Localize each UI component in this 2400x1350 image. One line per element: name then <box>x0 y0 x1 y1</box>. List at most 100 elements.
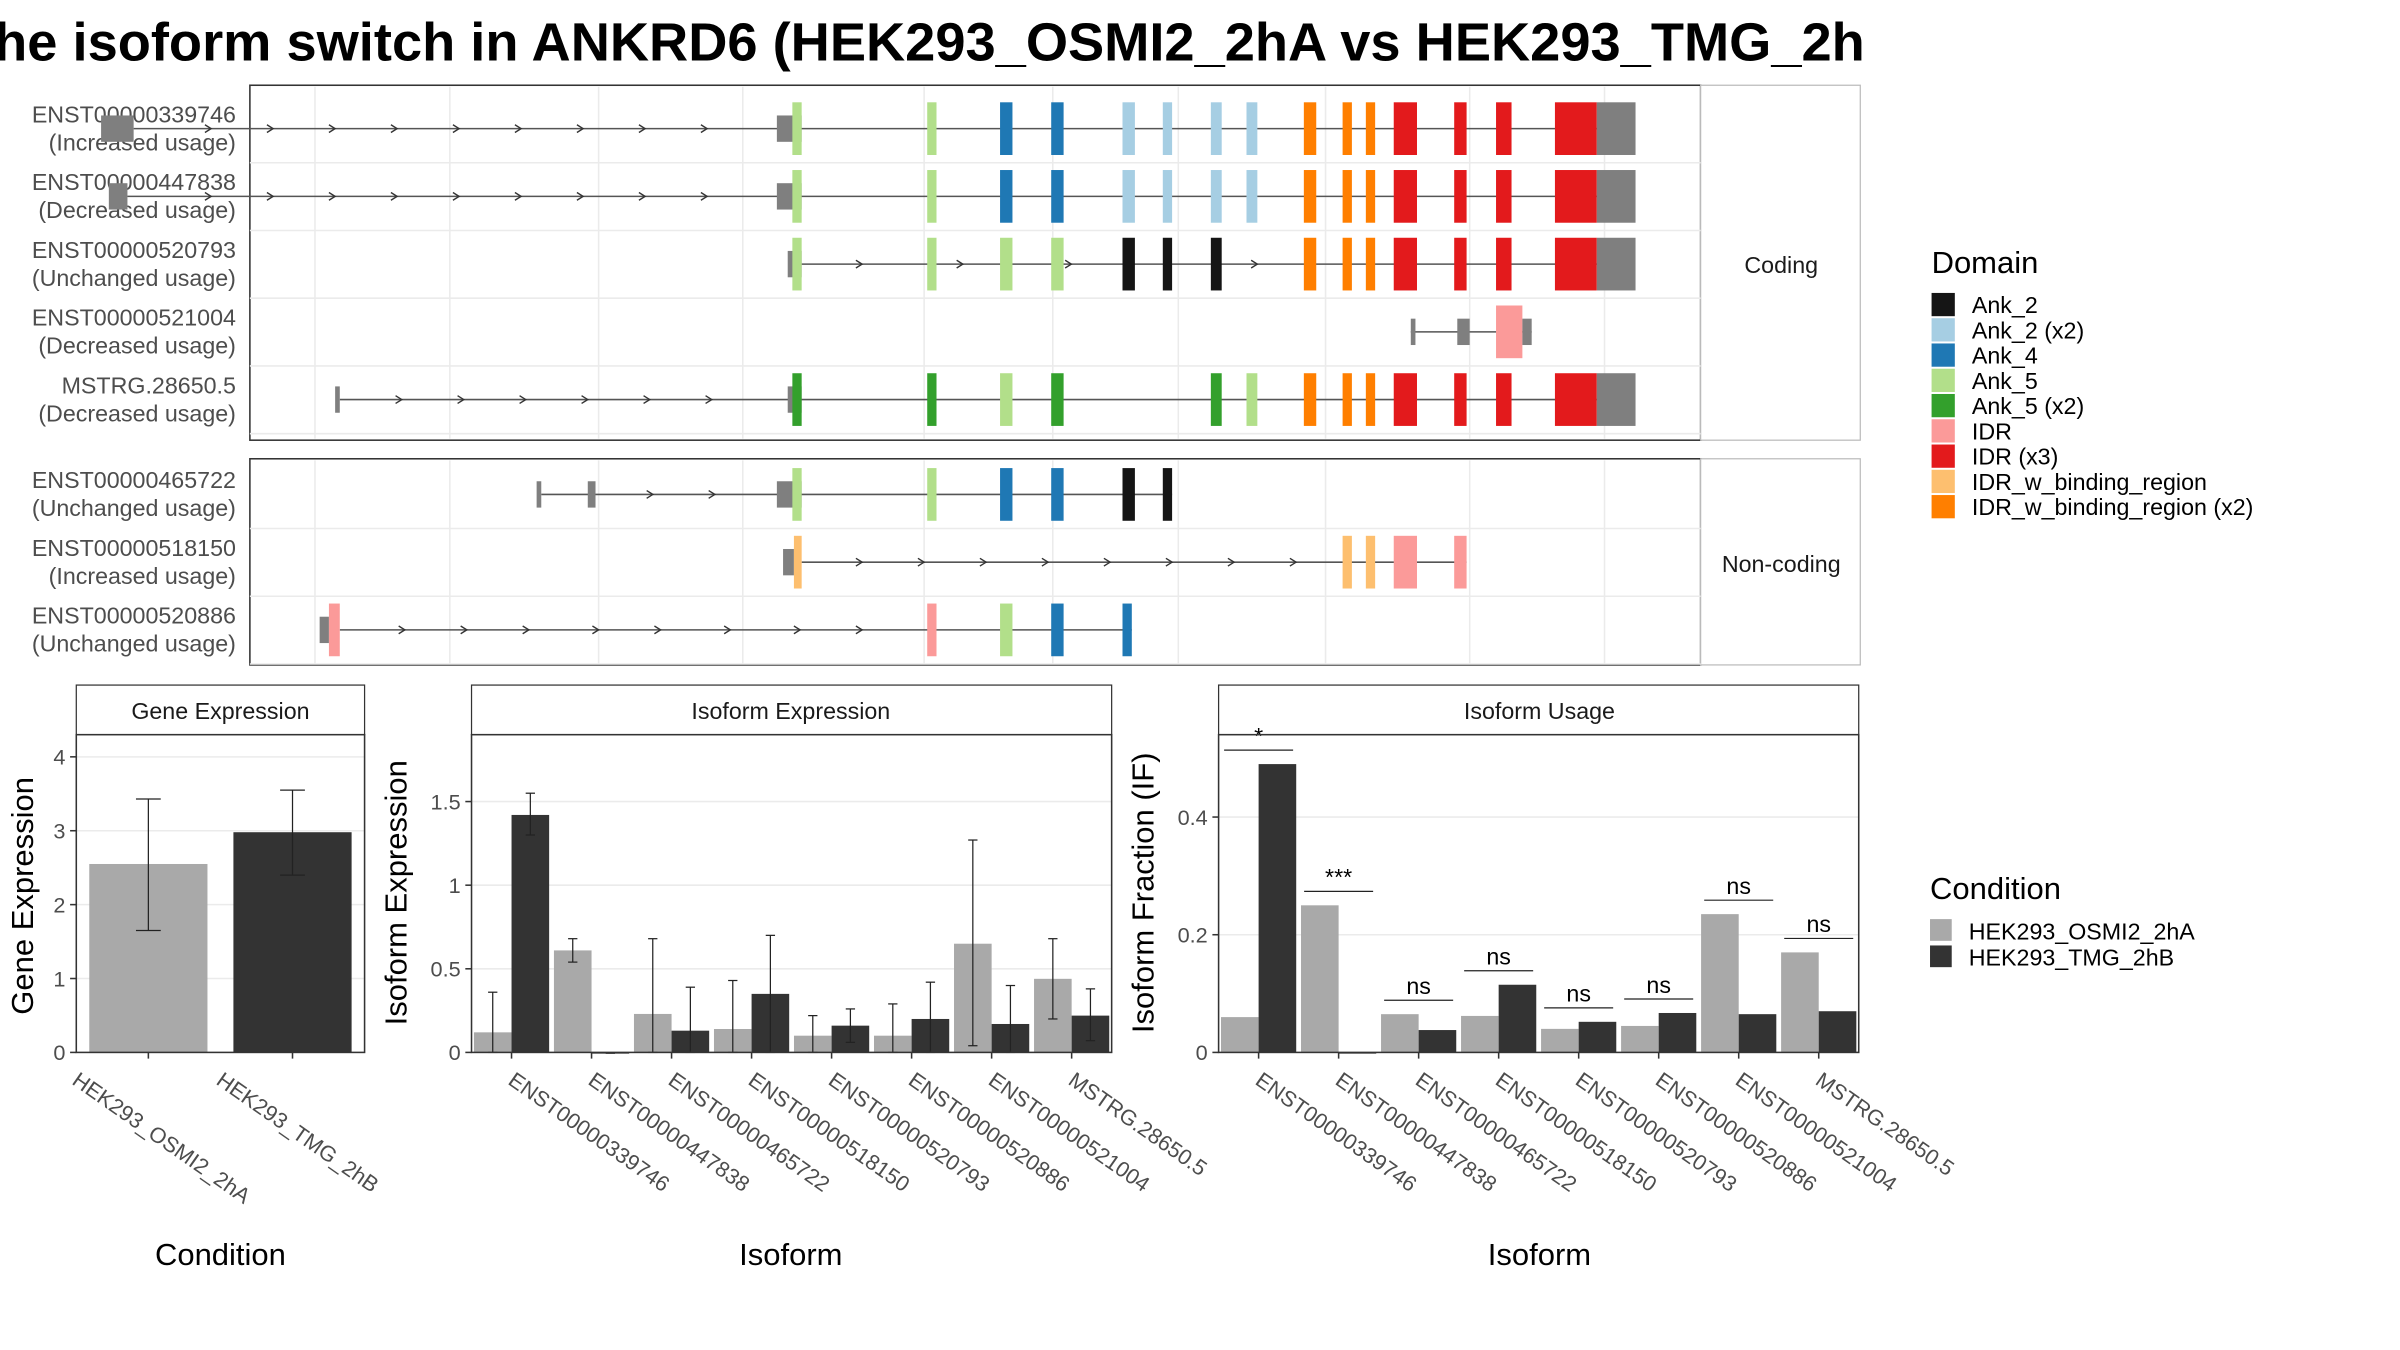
strand-arrow <box>390 124 399 134</box>
exon-block <box>1596 170 1636 223</box>
strand-arrow <box>654 625 662 635</box>
domain-block <box>1246 102 1258 155</box>
strand-arrow <box>576 191 585 201</box>
transcript-row: ENST00000339746(Increased usage) <box>32 101 1701 164</box>
strand-arrow <box>328 124 337 134</box>
domain-legend-key <box>1931 343 1955 367</box>
exon-block <box>1522 318 1532 346</box>
domain-block <box>792 373 802 426</box>
domain-block <box>1122 468 1135 521</box>
gene-expression-panel: Gene Expression Condition Gene Expressio… <box>5 684 383 1272</box>
domain-block <box>1393 102 1417 155</box>
significance-label: ns <box>1646 972 1671 998</box>
coding-strip-label: Coding <box>1744 252 1818 278</box>
domain-block <box>1454 373 1467 426</box>
domain-block <box>1454 535 1467 589</box>
bar <box>1578 1021 1617 1053</box>
y-tick-label: 0 <box>449 1040 461 1065</box>
strand-arrow <box>395 395 404 405</box>
condition-legend-key <box>1930 919 1952 941</box>
strand-arrow <box>855 625 864 635</box>
domain-block <box>1496 102 1512 155</box>
strand-arrow <box>1289 557 1298 567</box>
strand-arrow <box>1227 557 1236 567</box>
domain-block <box>1303 170 1317 223</box>
domain-block <box>1210 102 1222 155</box>
domain-block <box>1454 237 1467 291</box>
strand-arrow <box>793 625 802 635</box>
strand-arrow <box>460 625 469 635</box>
bar <box>1781 952 1819 1053</box>
exon-block <box>1596 102 1636 155</box>
domain-block <box>1051 102 1064 155</box>
y-tick-label: 1 <box>449 873 461 898</box>
domain-block <box>1393 535 1417 589</box>
domain-block <box>1051 170 1064 223</box>
domain-block <box>1162 468 1173 521</box>
strand-arrow <box>700 191 709 201</box>
exon-block <box>108 183 128 210</box>
bar <box>553 950 592 1053</box>
strand-arrow <box>638 191 647 201</box>
domain-block <box>1000 468 1013 521</box>
y-tick-label: 4 <box>53 745 65 770</box>
domain-block <box>1210 237 1222 291</box>
strand-arrow <box>204 191 213 201</box>
domain-block <box>793 535 802 589</box>
domain-block <box>1000 170 1013 223</box>
strand-arrow <box>1064 259 1073 269</box>
domain-block <box>1554 170 1597 223</box>
significance-label: ns <box>1406 973 1431 999</box>
strand-arrow <box>390 191 399 201</box>
domain-block <box>792 102 802 155</box>
y-tick-label: 1.5 <box>431 789 461 814</box>
bar <box>1621 1025 1659 1053</box>
strand-arrow <box>204 124 213 134</box>
bar <box>1461 1015 1499 1053</box>
isoform-usage-strip <box>1217 684 1860 736</box>
y-tick-label: 0 <box>53 1040 65 1065</box>
exon-block <box>335 386 340 413</box>
y-tick-label: 3 <box>53 818 65 843</box>
transcript-id: ENST00000520793 <box>32 237 236 263</box>
domain-legend-label: Ank_5 <box>1972 368 2038 394</box>
domain-block <box>1000 603 1013 657</box>
transcript-row: ENST00000520793(Unchanged usage) <box>32 237 1701 299</box>
strand-arrow <box>956 259 965 269</box>
bar <box>1381 1014 1419 1053</box>
coding-panel-frame <box>249 84 1702 441</box>
domain-block <box>1051 237 1064 291</box>
domain-block <box>1122 603 1132 657</box>
transcript-row: ENST00000520886(Unchanged usage) <box>32 603 1701 665</box>
bar <box>1418 1030 1457 1053</box>
gene-expression-strip-label: Gene Expression <box>131 698 309 724</box>
strand-arrow <box>917 557 926 567</box>
domain-legend-label: Ank_4 <box>1972 343 2038 369</box>
strand-arrow <box>708 489 717 499</box>
figure-title: he isoform switch in ANKRD6 (HEK293_OSMI… <box>0 12 1865 72</box>
domain-block <box>927 170 937 223</box>
domain-block <box>927 102 937 155</box>
condition-legend-label: HEK293_OSMI2_2hA <box>1969 918 2196 944</box>
strand-arrow <box>855 259 864 269</box>
domain-block <box>792 468 802 521</box>
strand-arrow <box>457 395 466 405</box>
domain-block <box>1162 102 1173 155</box>
y-tick-label: 0.4 <box>1178 805 1208 830</box>
domain-legend-label: IDR_w_binding_region <box>1972 469 2207 495</box>
exon-block <box>587 481 596 508</box>
strand-arrow <box>328 191 337 201</box>
coding-panel: Coding ENST00000339746(Increased usage)E… <box>32 84 1861 441</box>
transcript-row: ENST00000447838(Decreased usage) <box>32 169 1701 232</box>
domain-block <box>1122 170 1135 223</box>
transcript-usage: (Increased usage) <box>49 129 236 155</box>
y-tick-label: 0.5 <box>431 957 461 982</box>
domain-block <box>1162 170 1173 223</box>
isoform-usage-y-title: Isoform Fraction (IF) <box>1126 752 1161 1033</box>
strand-arrow <box>700 124 709 134</box>
domain-block <box>1454 170 1467 223</box>
strand-arrow <box>398 625 407 635</box>
exon-block <box>1596 373 1636 426</box>
domain-block <box>927 237 937 291</box>
bar <box>1220 1017 1259 1053</box>
